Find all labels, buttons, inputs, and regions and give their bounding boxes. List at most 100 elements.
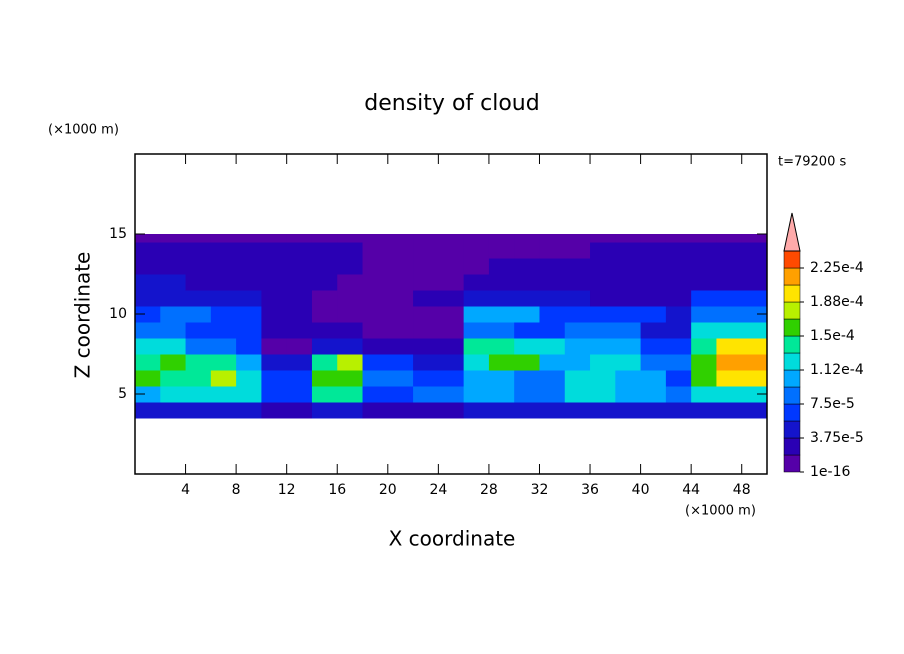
- contour-cell: [539, 274, 566, 291]
- contour-cell: [741, 290, 768, 307]
- contour-cell: [135, 306, 161, 323]
- contour-cell: [488, 274, 515, 291]
- contour-cell: [160, 370, 187, 387]
- contour-cell: [135, 402, 161, 419]
- contour-cell: [665, 402, 692, 419]
- colorbar-band: [783, 403, 801, 422]
- contour-cell: [337, 402, 364, 419]
- contour-cell: [438, 234, 465, 243]
- colorbar-band: [783, 437, 801, 456]
- contour-cell: [160, 354, 187, 371]
- contour-cell: [463, 370, 490, 387]
- contour-cell: [438, 386, 465, 403]
- contour-cell: [362, 274, 389, 291]
- contour-cell: [311, 290, 338, 307]
- contour-cell: [463, 354, 490, 371]
- contour-cell: [665, 306, 692, 323]
- contour-cell: [185, 306, 212, 323]
- contour-cell: [362, 322, 389, 339]
- contour-cell: [665, 290, 692, 307]
- contour-cell: [236, 354, 262, 371]
- colorbar-band: [783, 386, 801, 405]
- contour-cell: [615, 290, 642, 307]
- contour-cell: [337, 322, 364, 339]
- contour-cell: [590, 386, 616, 403]
- contour-cell: [210, 338, 237, 355]
- contour-cell: [539, 338, 566, 355]
- contour-cell: [413, 290, 439, 307]
- colorbar-tick-label: 1.5e-4: [810, 328, 855, 344]
- contour-cell: [286, 402, 313, 419]
- contour-cell: [362, 234, 389, 243]
- contour-cell: [210, 370, 237, 387]
- contour-cell: [337, 370, 364, 387]
- contour-cell: [741, 402, 768, 419]
- contour-cell: [564, 386, 591, 403]
- contour-cell: [210, 274, 237, 291]
- contour-cell: [311, 274, 338, 291]
- x-tick-label: 44: [682, 482, 700, 498]
- x-tick-label: 32: [531, 482, 549, 498]
- contour-cell: [261, 234, 288, 243]
- contour-cell: [362, 290, 389, 307]
- contour-cell: [413, 370, 439, 387]
- contour-cell: [539, 322, 566, 339]
- contour-cell: [615, 258, 642, 275]
- contour-cell: [640, 234, 667, 243]
- contour-cell: [716, 354, 743, 371]
- contour-cell: [236, 258, 262, 275]
- contour-cell: [362, 354, 389, 371]
- contour-cell: [362, 386, 389, 403]
- contour-cell: [590, 354, 616, 371]
- contour-cell: [236, 322, 262, 339]
- contour-cell: [286, 322, 313, 339]
- contour-cell: [514, 258, 540, 275]
- contour-cell: [362, 242, 389, 259]
- contour-cell: [615, 386, 642, 403]
- contour-cell: [640, 338, 667, 355]
- contour-cell: [387, 386, 414, 403]
- contour-cell: [337, 338, 364, 355]
- colorbar-extend: [783, 212, 801, 252]
- x-tick-label: 12: [278, 482, 296, 498]
- contour-cell: [488, 402, 515, 419]
- contour-cell: [615, 370, 642, 387]
- contour-cell: [311, 242, 338, 259]
- contour-cell: [640, 258, 667, 275]
- contour-cell: [514, 234, 540, 243]
- contour-cell: [640, 306, 667, 323]
- contour-cell: [362, 306, 389, 323]
- contour-cell: [311, 234, 338, 243]
- y-axis-label: Z coordinate: [71, 252, 95, 379]
- contour-cell: [160, 322, 187, 339]
- contour-cell: [488, 386, 515, 403]
- contour-cell: [665, 354, 692, 371]
- x-tick-label: 28: [480, 482, 498, 498]
- contour-cell: [640, 290, 667, 307]
- contour-cell: [413, 242, 439, 259]
- contour-cell: [741, 234, 768, 243]
- contour-cell: [261, 290, 288, 307]
- contour-cell: [438, 258, 465, 275]
- contour-cell: [135, 386, 161, 403]
- contour-cell: [185, 242, 212, 259]
- colorbar-tick-label: 3.75e-5: [810, 430, 864, 446]
- contour-cell: [387, 322, 414, 339]
- contour-cell: [337, 290, 364, 307]
- contour-cell: [590, 402, 616, 419]
- contour-cell: [210, 234, 237, 243]
- contour-cell: [615, 322, 642, 339]
- contour-cell: [564, 234, 591, 243]
- contour-cell: [185, 234, 212, 243]
- contour-cell: [160, 242, 187, 259]
- contour-cell: [615, 338, 642, 355]
- contour-cell: [135, 322, 161, 339]
- contour-cell: [160, 258, 187, 275]
- contour-cell: [640, 354, 667, 371]
- contour-cell: [413, 274, 439, 291]
- colorbar-band: [783, 250, 801, 269]
- contour-cell: [286, 306, 313, 323]
- contour-cell: [135, 234, 161, 243]
- contour-cell: [387, 274, 414, 291]
